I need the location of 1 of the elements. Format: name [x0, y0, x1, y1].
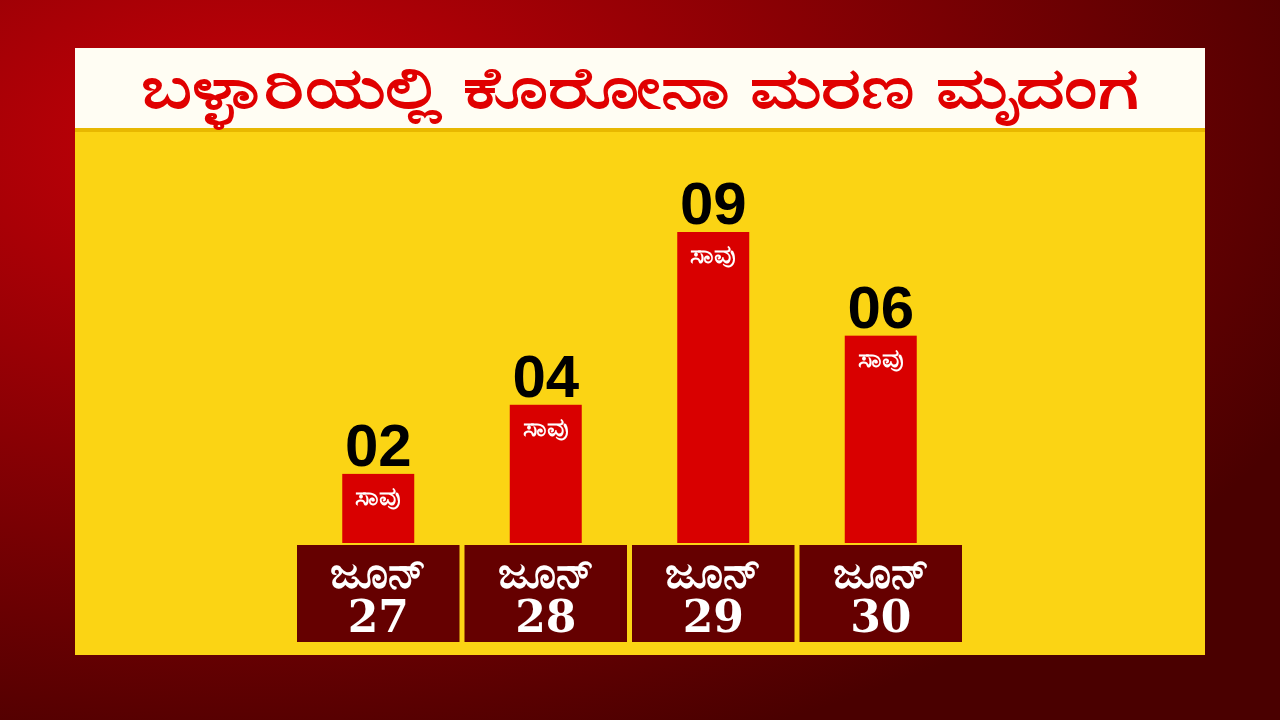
title: ಬಳ್ಳಾರಿಯಲ್ಲಿ ಕೊರೋನಾ ಮರಣ ಮೃದಂಗ	[141, 48, 1139, 128]
